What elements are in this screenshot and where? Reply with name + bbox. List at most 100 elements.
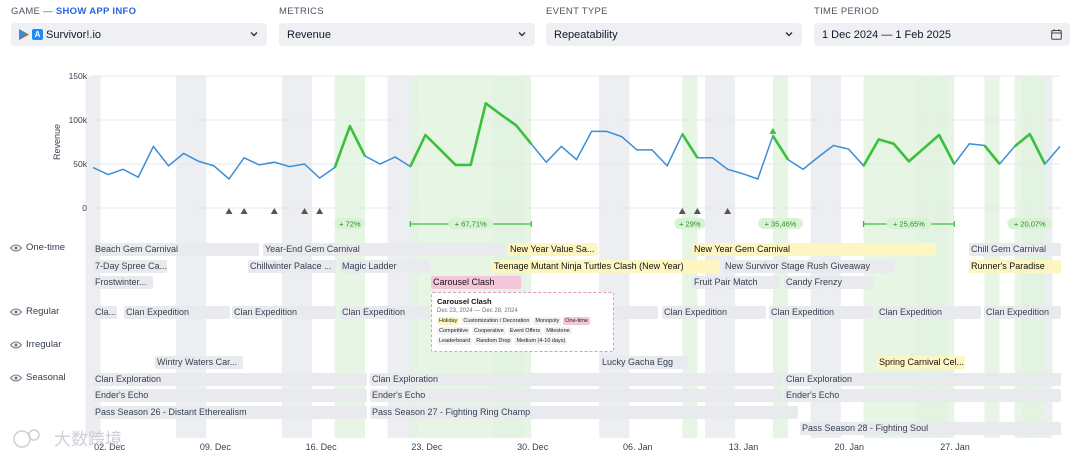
event-marker-icon[interactable] bbox=[724, 208, 732, 214]
row-label-one-time[interactable]: One-time bbox=[10, 242, 65, 253]
google-play-icon bbox=[19, 29, 29, 40]
event-bar[interactable]: Magic Ladder bbox=[340, 260, 430, 273]
y-tick-label: 150k bbox=[69, 71, 88, 81]
event-bar[interactable]: Clan Exploration bbox=[784, 373, 1061, 386]
chevron-down-icon bbox=[250, 32, 258, 37]
row-label-seasonal[interactable]: Seasonal bbox=[10, 372, 66, 383]
event-bar[interactable]: Teenage Mutant Ninja Turtles Clash (New … bbox=[492, 260, 720, 273]
event-bar[interactable]: Clan Expedition bbox=[662, 306, 766, 319]
event-bar[interactable]: Chill Gem Carnival bbox=[969, 243, 1061, 256]
highlighted-segment bbox=[333, 124, 367, 168]
event-bar[interactable]: Clan Expedition bbox=[232, 306, 336, 319]
app-store-icon: A bbox=[32, 29, 43, 40]
event-tooltip: Carousel Clash Dec 23, 2024 — Dec 28, 20… bbox=[431, 292, 614, 352]
weekend-band bbox=[387, 76, 403, 438]
event-bar[interactable]: Clan Expedition bbox=[340, 306, 430, 319]
tag: Customization / Decoration bbox=[461, 317, 532, 325]
tag: Monopoly bbox=[533, 317, 562, 325]
row-label-regular[interactable]: Regular bbox=[10, 306, 59, 317]
event-bar[interactable]: Beach Gem Carnival bbox=[93, 243, 259, 256]
chart-lines bbox=[92, 102, 1061, 214]
x-tick-label: 16. Dec bbox=[305, 442, 337, 452]
filter-bar: GAME — SHOW APP INFO A Survivor!.io METR… bbox=[0, 0, 1080, 50]
weekend-band bbox=[176, 76, 192, 438]
event-bar[interactable]: Lucky Gacha Egg bbox=[600, 356, 688, 369]
watermark-text: 大数跨境 bbox=[54, 430, 122, 450]
uplift-label: + 29% bbox=[679, 220, 701, 229]
highlighted-segment bbox=[983, 144, 1001, 165]
x-tick-label: 06. Jan bbox=[622, 442, 653, 452]
event-bar[interactable]: Wintry Waters Car... bbox=[155, 356, 243, 369]
event-marker-icon[interactable] bbox=[301, 208, 309, 214]
event-bar[interactable]: Clan Expedition bbox=[769, 306, 873, 319]
weekend-band bbox=[296, 76, 313, 438]
show-app-info-link[interactable]: SHOW APP INFO bbox=[55, 6, 137, 17]
event-bar[interactable]: Spring Carnival Cel... bbox=[877, 356, 965, 369]
time-period-select[interactable]: 1 Dec 2024 — 1 Feb 2025 bbox=[814, 23, 1070, 46]
x-tick-label: 13. Jan bbox=[728, 442, 759, 452]
x-tick-label: 09. Dec bbox=[199, 442, 231, 452]
event-bar-carousel-clash[interactable]: Carousel Clash bbox=[431, 276, 521, 289]
event-marker-icon[interactable] bbox=[225, 208, 233, 214]
event-marker-icon[interactable] bbox=[270, 208, 278, 214]
event-bar[interactable]: Clan Expedition bbox=[877, 306, 981, 319]
uplift-label: + 25,65% bbox=[893, 220, 925, 229]
highlighted-segment bbox=[1013, 132, 1047, 165]
game-filter-label: GAME — SHOW APP INFO bbox=[11, 6, 137, 17]
event-bar[interactable]: Clan Expedition bbox=[984, 306, 1061, 319]
event-bar[interactable]: Pass Season 26 - Distant Etherealism bbox=[93, 406, 367, 419]
event-bar[interactable]: Candy Frenzy bbox=[784, 276, 874, 289]
event-bar[interactable]: 7-Day Spree Ca... bbox=[93, 260, 167, 273]
watermark-mark bbox=[13, 429, 40, 448]
event-bar[interactable]: Pass Season 28 - Fighting Soul bbox=[800, 422, 1061, 435]
event-bar[interactable]: Ender's Echo bbox=[370, 389, 782, 402]
event-bar[interactable]: Cla... bbox=[93, 306, 117, 319]
event-impact-band bbox=[984, 76, 1000, 438]
eye-icon bbox=[10, 244, 22, 251]
event-bar[interactable]: Fruit Pair Match bbox=[692, 276, 780, 289]
game-select[interactable]: A Survivor!.io bbox=[11, 23, 267, 46]
event-bar[interactable]: Runner's Paradise bbox=[969, 260, 1061, 273]
event-bar[interactable]: Clan Expedition bbox=[124, 306, 230, 319]
eye-icon bbox=[10, 308, 22, 315]
event-bar[interactable]: New Survivor Stage Rush Giveaway bbox=[723, 260, 895, 273]
event-bar[interactable]: New Year Gem Carnival bbox=[692, 243, 936, 256]
chevron-down-icon bbox=[518, 32, 526, 37]
tag: Random Drop bbox=[474, 337, 513, 345]
eye-icon bbox=[10, 341, 22, 348]
event-marker-icon[interactable] bbox=[693, 208, 701, 214]
tooltip-dates: Dec 23, 2024 — Dec 28, 2024 bbox=[437, 308, 518, 314]
event-bar[interactable]: Year-End Gem Carnival bbox=[263, 243, 505, 256]
game-filter: GAME — SHOW APP INFO A Survivor!.io bbox=[11, 6, 267, 46]
x-tick-label: 27. Jan bbox=[940, 442, 970, 452]
event-bar[interactable]: Frostwinter... bbox=[93, 276, 153, 289]
event-bar[interactable]: Clan Exploration bbox=[370, 373, 782, 386]
tag: One-time bbox=[563, 317, 590, 325]
event-bar[interactable]: Chillwinter Palace ... bbox=[248, 260, 336, 273]
event-bar[interactable]: Ender's Echo bbox=[784, 389, 1061, 402]
metrics-select[interactable]: Revenue bbox=[279, 23, 535, 46]
weekend-band bbox=[614, 76, 630, 438]
tooltip-title: Carousel Clash bbox=[437, 297, 492, 306]
event-bar[interactable]: New Year Value Sa... bbox=[508, 243, 598, 256]
row-label-irregular[interactable]: Irregular bbox=[10, 339, 61, 350]
eye-icon bbox=[10, 374, 22, 381]
event-bar[interactable]: Ender's Echo bbox=[93, 389, 367, 402]
highlighted-segment bbox=[681, 133, 699, 159]
event-bar[interactable]: Pass Season 27 - Fighting Ring Champ bbox=[370, 406, 798, 419]
time-period-value: 1 Dec 2024 — 1 Feb 2025 bbox=[822, 28, 952, 41]
uplift-badge bbox=[334, 218, 366, 229]
event-marker-icon[interactable] bbox=[316, 208, 324, 214]
x-tick-label: 20. Jan bbox=[834, 442, 864, 452]
metrics-filter-label: METRICS bbox=[279, 6, 324, 17]
highlighted-segment bbox=[409, 102, 533, 168]
y-tick-label: 100k bbox=[69, 115, 88, 125]
tag: Medium (4-10 days) bbox=[514, 337, 568, 345]
event-bar[interactable]: Clan Exploration bbox=[93, 373, 367, 386]
event-bar[interactable] bbox=[614, 306, 658, 319]
revenue-line bbox=[92, 102, 1061, 181]
event-marker-icon[interactable] bbox=[240, 208, 248, 214]
event-marker-icon[interactable] bbox=[678, 208, 686, 214]
uplift-badge bbox=[758, 218, 803, 229]
event-type-select[interactable]: Repeatability bbox=[546, 23, 802, 46]
